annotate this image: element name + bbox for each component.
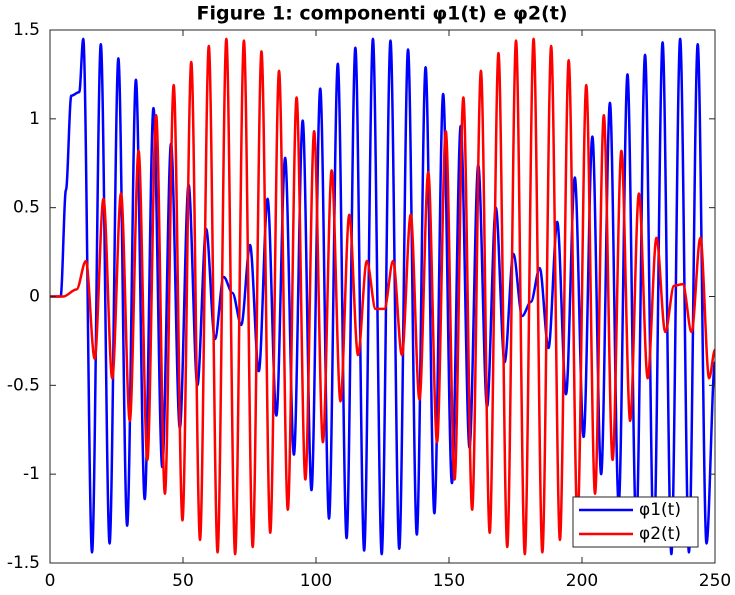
- y-tick-label: -0.5: [7, 375, 40, 395]
- y-tick-label: 0: [29, 287, 40, 307]
- y-tick-label: -1.5: [7, 553, 40, 573]
- y-tick-label: 1.5: [13, 20, 40, 40]
- y-tick-label: -1: [23, 464, 40, 484]
- x-tick-label: 250: [699, 571, 731, 591]
- x-tick-label: 100: [300, 571, 332, 591]
- x-tick-label: 150: [433, 571, 465, 591]
- x-tick-label: 50: [172, 571, 194, 591]
- plot-lines: [50, 37, 715, 556]
- legend-label: φ1(t): [639, 500, 681, 520]
- axes-box: [49, 29, 716, 564]
- x-tick-label: 200: [566, 571, 598, 591]
- legend-label: φ2(t): [639, 524, 681, 544]
- legend-box: [572, 496, 699, 548]
- x-tick-label: 0: [45, 571, 56, 591]
- y-tick-label: 0.5: [13, 198, 40, 218]
- y-tick-label: 1: [29, 109, 40, 129]
- data-line: [50, 37, 715, 556]
- chart-title: Figure 1: componenti φ1(t) e φ2(t): [196, 3, 567, 25]
